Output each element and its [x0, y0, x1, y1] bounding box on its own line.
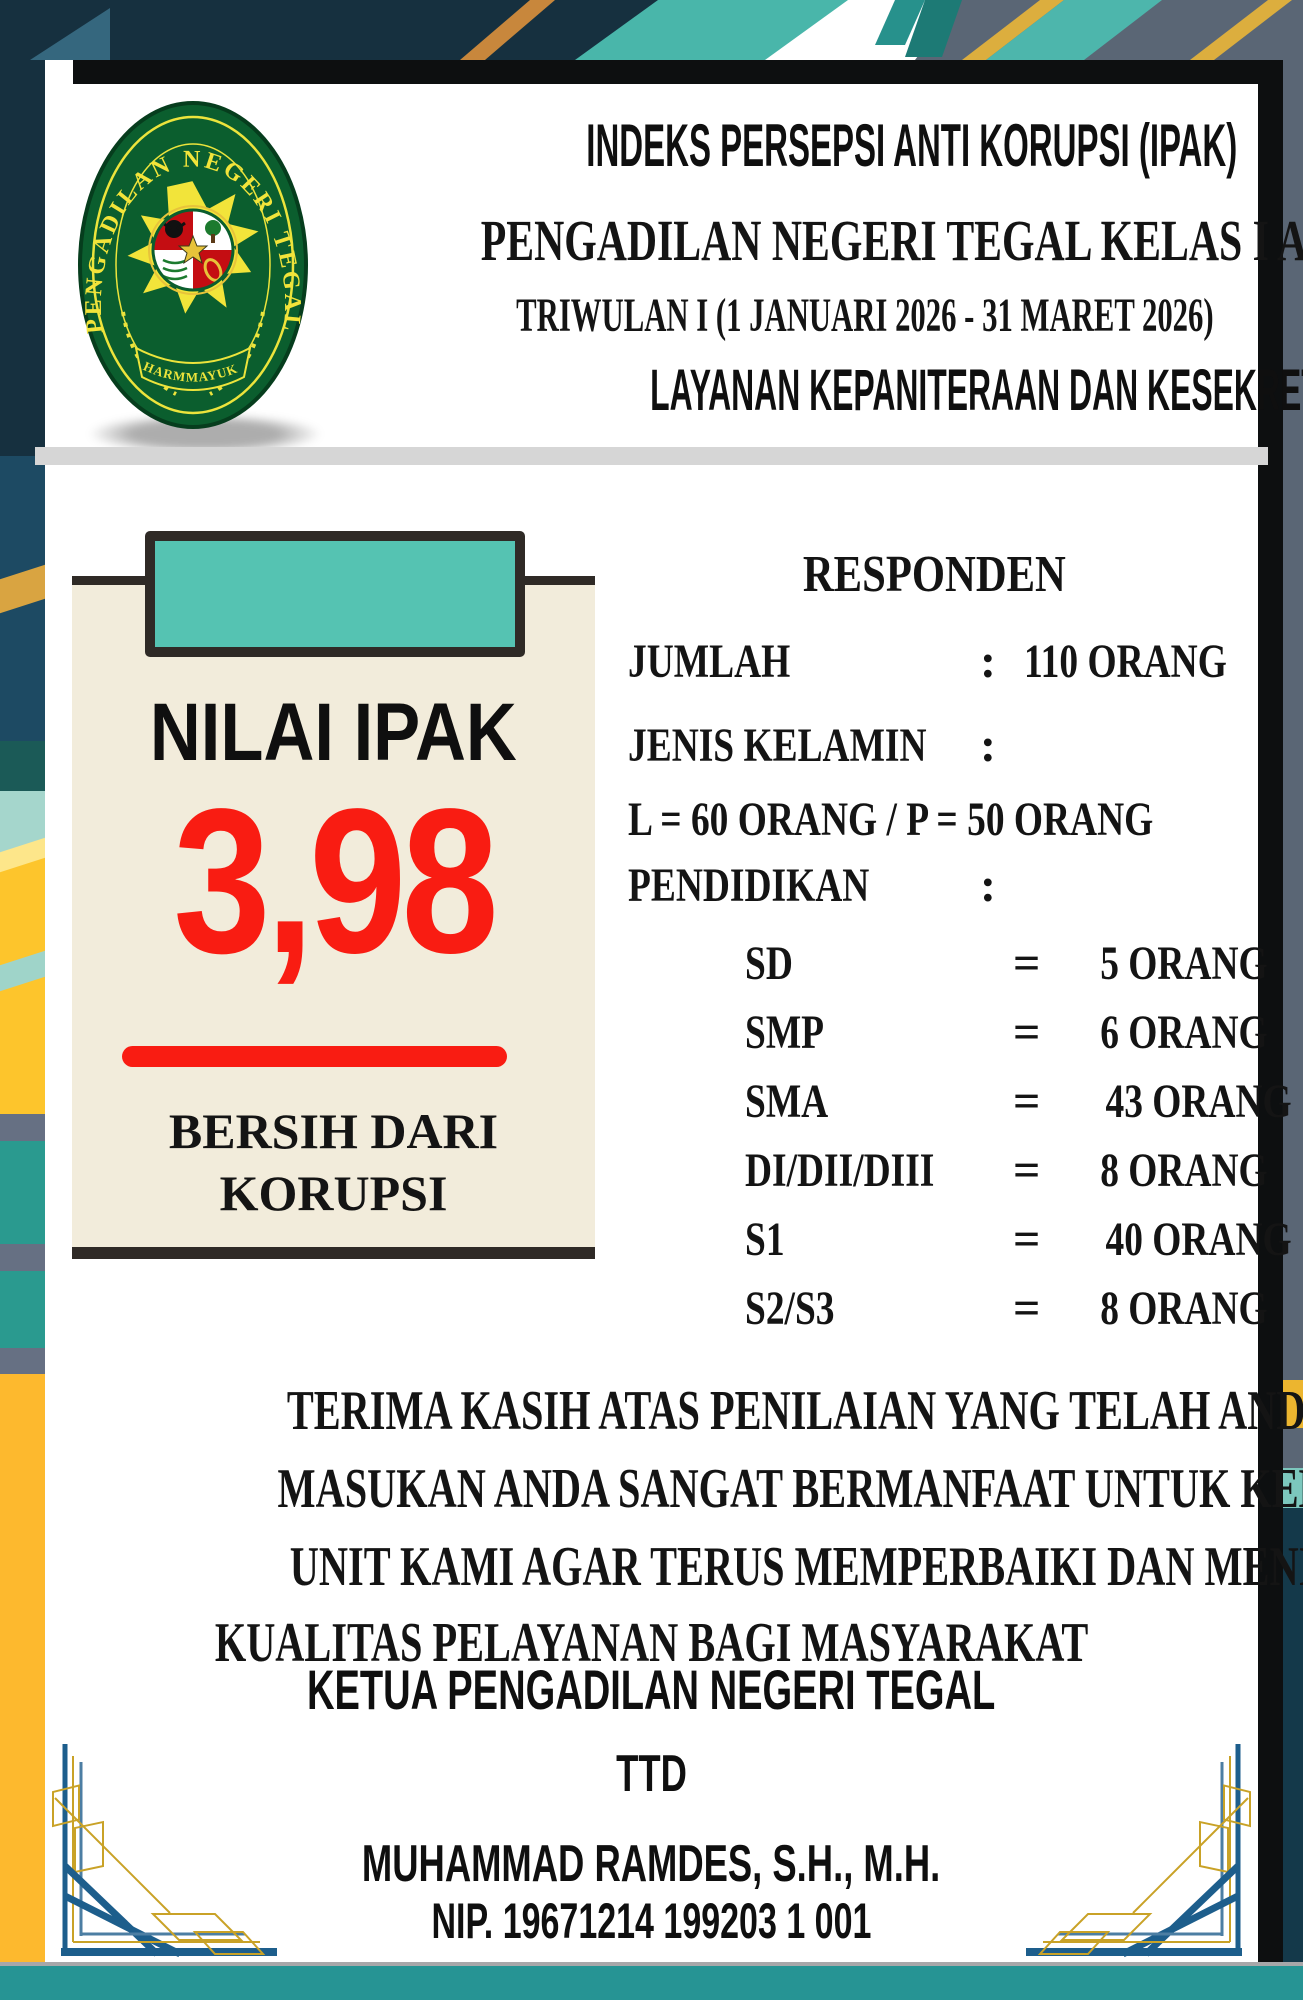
jumlah-value: 110 ORANG	[1024, 635, 1227, 688]
edu-label: SMP	[745, 1006, 825, 1059]
poster-title: INDEKS PERSEPSI ANTI KORUPSI (IPAK)	[320, 116, 1237, 176]
edu-eq: =	[1013, 1282, 1041, 1335]
frame-top-bar	[73, 60, 1283, 84]
score-card-tab	[145, 531, 525, 657]
signer-role-text: KETUA PENGADILAN NEGERI TEGAL	[307, 1658, 996, 1721]
edu-value: 8 ORANG	[1100, 1144, 1268, 1197]
edu-value: 5 ORANG	[1100, 937, 1268, 990]
edu-label: DI/DII/DIII	[745, 1144, 935, 1197]
signer-nip-text: NIP. 19671214 199203 1 001	[431, 1893, 872, 1949]
row-jenis-kelamin: JENIS KELAMIN :	[628, 722, 1244, 770]
ttd-label-text: TTD	[616, 1745, 687, 1803]
edu-value: 43 ORANG	[1105, 1075, 1292, 1128]
right-stripe-band	[1283, 60, 1303, 1962]
frame-right-bar	[1258, 60, 1283, 1962]
signer-name: MUHAMMAD RAMDES, S.H., M.H.	[45, 1838, 1258, 1890]
edu-row-sd: SD = 5 ORANG	[745, 937, 1268, 990]
edu-eq: =	[1013, 1144, 1041, 1197]
thanks-line-1-text: TERIMA KASIH ATAS PENILAIAN YANG TELAH A…	[286, 1380, 1303, 1442]
signer-name-text: MUHAMMAD RAMDES, S.H., M.H.	[362, 1835, 941, 1893]
edu-eq: =	[1013, 937, 1041, 990]
responden-heading: RESPONDEN	[628, 548, 1240, 601]
thanks-line-4-text: KUALITAS PELAYANAN BAGI MASYARAKAT	[214, 1612, 1089, 1674]
edu-label: SMA	[745, 1075, 829, 1128]
jumlah-label: JUMLAH	[628, 635, 791, 688]
score-value-text: 3,98	[173, 766, 498, 996]
edu-eq: =	[1013, 1213, 1041, 1266]
edu-value: 6 ORANG	[1100, 1006, 1268, 1059]
pendidikan-label: PENDIDIKAN	[628, 859, 870, 912]
court-logo: PENGADILAN NEGERI TEGAL	[78, 100, 308, 429]
row-jumlah: JUMLAH : 110 ORANG	[628, 638, 1244, 686]
row-pendidikan: PENDIDIKAN :	[628, 862, 1244, 910]
edu-label: S1	[745, 1213, 785, 1266]
row-jenis-detail: L = 60 ORANG / P = 50 ORANG	[628, 796, 1244, 844]
score-underline	[122, 1046, 507, 1067]
edu-eq: =	[1013, 1075, 1041, 1128]
thanks-line-1: TERIMA KASIH ATAS PENILAIAN YANG TELAH A…	[45, 1382, 1303, 1439]
edu-label: S2/S3	[745, 1282, 835, 1335]
score-label-text: NILAI IPAK	[150, 687, 517, 778]
score-caption: BERSIH DARI KORUPSI	[168, 1103, 499, 1221]
organization-name: PENGADILAN NEGERI TEGAL KELAS I A	[320, 212, 1303, 270]
score-label: NILAI IPAK	[72, 692, 595, 774]
jumlah-separator: :	[980, 635, 996, 688]
edu-row-s1: S1 = 40 ORANG	[745, 1213, 1292, 1266]
jenis-detail-text: L = 60 ORANG / P = 50 ORANG	[628, 793, 1154, 846]
service-name: LAYANAN KEPANITERAAN DAN KESEKRETARIATAN	[320, 362, 1303, 420]
signer-role: KETUA PENGADILAN NEGERI TEGAL	[45, 1662, 1258, 1718]
corner-ornament-left	[52, 1744, 277, 1958]
score-card-bottom-border	[72, 1247, 595, 1259]
score-value: 3,98	[72, 778, 595, 984]
corner-ornament-right	[1026, 1744, 1251, 1958]
logo-starburst	[122, 178, 264, 319]
edu-row-sma: SMA = 43 ORANG	[745, 1075, 1292, 1128]
left-stripe-band	[0, 96, 45, 1962]
pendidikan-separator: :	[980, 859, 996, 912]
thanks-line-3: UNIT KAMI AGAR TERUS MEMPERBAIKI DAN MEN…	[45, 1538, 1303, 1595]
divider-bar	[35, 447, 1268, 465]
bottom-teal-bar	[0, 1962, 1303, 2000]
jenis-kelamin-label: JENIS KELAMIN	[628, 719, 927, 772]
edu-value: 40 ORANG	[1105, 1213, 1292, 1266]
edu-value: 8 ORANG	[1100, 1282, 1268, 1335]
jenis-kelamin-separator: :	[980, 719, 996, 772]
top-decoration	[0, 0, 1303, 96]
service-name-text: LAYANAN KEPANITERAAN DAN KESEKRETARIATAN	[650, 358, 1303, 423]
thanks-line-4: KUALITAS PELAYANAN BAGI MASYARAKAT	[45, 1614, 1258, 1671]
signer-nip: NIP. 19671214 199203 1 001	[45, 1896, 1258, 1946]
thanks-line-3-text: UNIT KAMI AGAR TERUS MEMPERBAIKI DAN MEN…	[289, 1536, 1303, 1598]
report-period: TRIWULAN I (1 JANUARI 2026 - 31 MARET 20…	[320, 292, 1220, 340]
responden-heading-text: RESPONDEN	[802, 546, 1066, 603]
thanks-line-2-text: MASUKAN ANDA SANGAT BERMANFAAT UNTUK KEM…	[277, 1458, 1303, 1520]
edu-label: SD	[745, 937, 793, 990]
organization-name-text: PENGADILAN NEGERI TEGAL KELAS I A	[480, 208, 1303, 273]
edu-row-s2s3: S2/S3 = 8 ORANG	[745, 1282, 1268, 1335]
edu-eq: =	[1013, 1006, 1041, 1059]
score-card	[72, 585, 595, 1247]
edu-row-diploma: DI/DII/DIII = 8 ORANG	[745, 1144, 1268, 1197]
thanks-line-2: MASUKAN ANDA SANGAT BERMANFAAT UNTUK KEM…	[45, 1460, 1303, 1517]
report-period-text: TRIWULAN I (1 JANUARI 2026 - 31 MARET 20…	[516, 289, 1214, 342]
edu-row-smp: SMP = 6 ORANG	[745, 1006, 1268, 1059]
ttd-label: TTD	[45, 1748, 1258, 1800]
poster-title-text: INDEKS PERSEPSI ANTI KORUPSI (IPAK)	[586, 112, 1238, 179]
